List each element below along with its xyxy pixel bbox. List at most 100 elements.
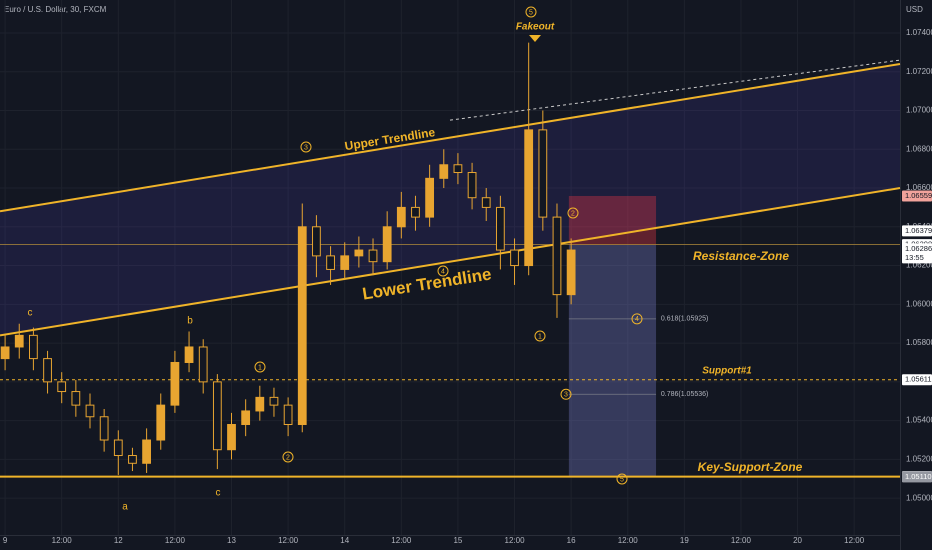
candle-body bbox=[411, 206, 420, 218]
wave-circle bbox=[300, 141, 312, 153]
candle-body bbox=[368, 249, 378, 263]
candle-body bbox=[184, 346, 194, 363]
x-tick-label: 15 bbox=[453, 536, 462, 545]
wave-circle bbox=[437, 265, 449, 277]
candle-body bbox=[29, 334, 38, 360]
x-tick-label: 13 bbox=[227, 536, 236, 545]
candle-body bbox=[396, 206, 406, 228]
candle-body bbox=[283, 404, 293, 426]
wave-circle bbox=[567, 207, 579, 219]
currency-label: USD bbox=[906, 5, 923, 14]
candle-body bbox=[85, 404, 95, 418]
x-tick-label: 12:00 bbox=[618, 536, 639, 545]
x-tick-label: 14 bbox=[340, 536, 349, 545]
candle-body bbox=[241, 410, 251, 426]
candle-body bbox=[510, 249, 519, 267]
price-badge bbox=[902, 243, 932, 264]
candle-body bbox=[198, 346, 208, 383]
candle-body bbox=[439, 164, 449, 179]
x-tick-label: 19 bbox=[680, 536, 689, 545]
candle-body bbox=[326, 255, 335, 270]
wave-number: 4 bbox=[635, 316, 639, 323]
wave-circle bbox=[282, 451, 294, 463]
price-badge bbox=[902, 471, 932, 483]
candle-body bbox=[255, 396, 265, 412]
wave-circle bbox=[534, 330, 546, 342]
price-badge bbox=[902, 374, 932, 386]
wave-number: 3 bbox=[564, 392, 568, 399]
price-badge bbox=[902, 225, 932, 237]
y-tick-label: 1.05200 bbox=[906, 455, 932, 464]
y-tick-label: 1.06200 bbox=[906, 261, 932, 270]
y-tick-label: 1.07000 bbox=[906, 106, 932, 115]
candle-body bbox=[43, 358, 52, 383]
wave-number: 1 bbox=[538, 333, 542, 340]
x-tick-label: 12:00 bbox=[278, 536, 299, 545]
x-tick-label: 12:00 bbox=[165, 536, 186, 545]
trendline bbox=[0, 62, 901, 213]
candle-body bbox=[382, 226, 392, 263]
candle-body bbox=[297, 226, 307, 426]
candle-body bbox=[481, 197, 491, 208]
y-tick-label: 1.05400 bbox=[906, 416, 932, 425]
candle-body bbox=[453, 164, 463, 174]
price-badge-label: 1.06379 bbox=[905, 226, 932, 235]
y-tick-label: 1.05000 bbox=[906, 493, 932, 502]
wave-number: 1 bbox=[258, 364, 262, 371]
trendline bbox=[0, 187, 901, 337]
wave-circle bbox=[631, 313, 643, 325]
symbol-title: Euro / U.S. Dollar, 30, FXCM bbox=[4, 5, 107, 14]
x-tick-label: 12:00 bbox=[844, 536, 865, 545]
wave-label: b bbox=[187, 316, 193, 327]
x-tick-label: 12:00 bbox=[731, 536, 752, 545]
wave-number: 2 bbox=[286, 454, 290, 461]
wave-number: 2 bbox=[571, 210, 575, 217]
x-tick-label: 9 bbox=[3, 536, 8, 545]
y-tick-label: 1.07400 bbox=[906, 28, 932, 37]
wave-circle bbox=[254, 361, 266, 373]
candle-body bbox=[14, 334, 24, 348]
candle-body bbox=[227, 424, 236, 451]
candle-body bbox=[552, 216, 562, 296]
candle-body bbox=[538, 129, 548, 218]
fakeout-arrow bbox=[529, 35, 541, 42]
price-badge-label: 1.05110 bbox=[905, 472, 932, 481]
candle-body bbox=[212, 381, 222, 451]
fib-label: 0.786(1.05536) bbox=[661, 391, 708, 398]
stop-zone bbox=[568, 195, 657, 245]
x-tick-label: 12:00 bbox=[52, 536, 73, 545]
candle-body bbox=[495, 206, 505, 251]
wave-circle bbox=[525, 6, 537, 18]
candle-body bbox=[312, 226, 321, 257]
channel-fill bbox=[0, 63, 900, 336]
candle-body bbox=[128, 455, 137, 464]
resistance-label: Resistance-Zone bbox=[693, 249, 789, 263]
price-badge-label: 1.05611 bbox=[905, 375, 932, 384]
candle-body bbox=[0, 346, 10, 360]
y-tick-label: 1.05800 bbox=[906, 338, 932, 347]
x-tick-label: 12:00 bbox=[505, 536, 526, 545]
wave-label: c bbox=[28, 308, 33, 319]
candle-body bbox=[57, 381, 67, 393]
wave-number: 4 bbox=[441, 268, 445, 275]
x-tick-label: 16 bbox=[567, 536, 576, 545]
wave-label: c bbox=[216, 488, 221, 499]
price-badge-time: 13:55 bbox=[905, 253, 924, 262]
level-label: Support#1 bbox=[702, 365, 752, 376]
candle-body bbox=[99, 416, 109, 441]
y-tick-label: 1.06000 bbox=[906, 299, 932, 308]
price-badge-label: 1.06286 bbox=[905, 244, 932, 253]
candle-body bbox=[425, 177, 435, 218]
wave-number: 3 bbox=[304, 144, 308, 151]
candle-body bbox=[340, 255, 350, 270]
wave-circle bbox=[616, 473, 628, 485]
wave-number: 5 bbox=[529, 9, 533, 16]
candle-body bbox=[156, 404, 166, 441]
candle-body bbox=[142, 439, 151, 464]
candle-body bbox=[170, 361, 180, 406]
x-tick-label: 12:00 bbox=[391, 536, 412, 545]
candle-body bbox=[354, 249, 364, 257]
target-zone bbox=[568, 244, 657, 477]
